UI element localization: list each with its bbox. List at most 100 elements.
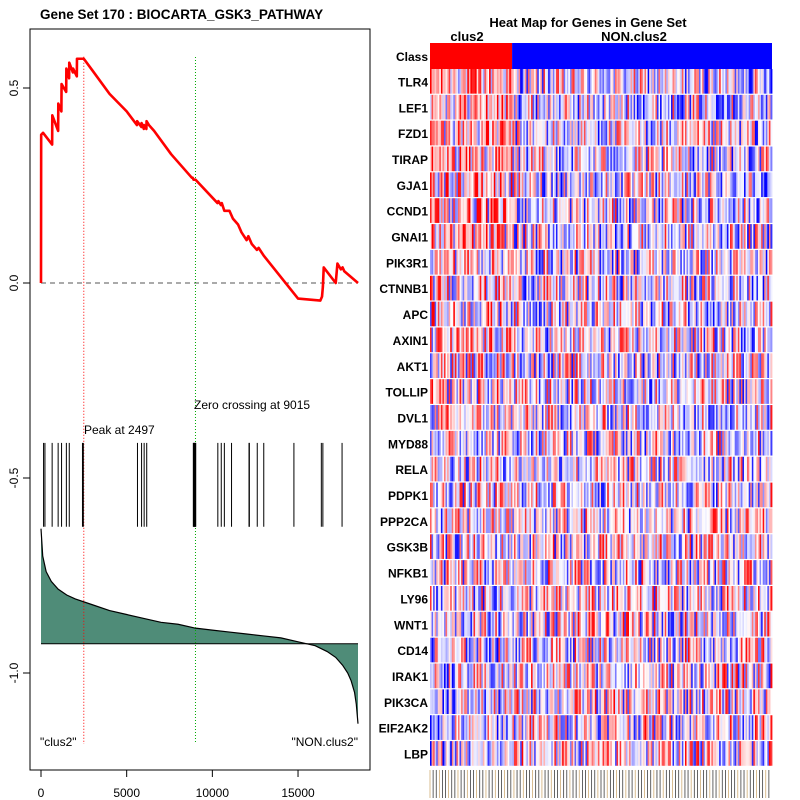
heatmap-cell [527,146,530,172]
heatmap-cell [722,94,725,120]
heatmap-cell [593,120,596,146]
heatmap-cell [745,405,748,430]
heatmap-cell [456,327,459,353]
heatmap-cell [573,405,575,430]
heatmap-cell [681,198,684,223]
heatmap-cell [691,327,694,353]
heatmap-cell [734,120,737,146]
heatmap-cell [562,94,565,120]
heatmap-cell [579,198,582,223]
heatmap-cell [593,482,596,508]
heatmap-cell [430,327,432,353]
heatmap-cell [557,534,560,559]
heatmap-cell [527,353,530,378]
heatmap-cell [495,456,498,482]
heatmap-cell [719,353,722,378]
heatmap-cell [767,379,770,404]
heatmap-cell [619,534,622,559]
heatmap-cell [496,69,499,94]
heatmap-cell [644,586,647,611]
heatmap-cell [761,120,764,146]
heatmap-cell [754,560,757,585]
heatmap-cell [751,327,754,353]
heatmap-cell [750,482,753,508]
heatmap-cell [725,94,728,120]
heatmap-cell [443,637,446,663]
heatmap-cell [744,560,746,585]
heatmap-cell [554,405,557,430]
heatmap-cell [582,379,585,404]
heatmap-cell [457,353,460,378]
heatmap-cell [719,94,722,120]
heatmap-cell [611,172,614,198]
heatmap-cell [604,586,607,611]
heatmap-cell [473,94,476,120]
heatmap-cell [669,560,672,585]
heatmap-cell [602,379,605,404]
heatmap-cell [636,94,639,120]
heatmap-cell [461,560,464,585]
heatmap-cell [532,430,535,456]
heatmap-cell [468,586,471,611]
heatmap-cell [614,405,617,430]
heatmap-cell [529,249,532,275]
heatmap-cell [490,508,493,534]
heatmap-cell [653,586,656,611]
heatmap-cell [672,430,675,456]
heatmap-cell [770,120,773,146]
heatmap-cell [518,327,521,353]
heatmap-cell [635,249,638,275]
heatmap-cell [439,379,442,404]
heatmap-cell [467,198,470,223]
heatmap-cell [720,405,723,430]
heatmap-cell [621,275,624,301]
heatmap-cell [557,249,560,275]
class-row-label: Class [396,50,428,64]
heatmap-cell [730,146,732,172]
heatmap-cell [689,534,692,559]
heatmap-cell [540,69,543,94]
heatmap-cell [694,327,697,353]
heatmap-cell [478,430,481,456]
heatmap-cell [725,224,728,249]
heatmap-cell [496,120,499,146]
heatmap-cell [706,508,709,534]
heatmap-cell [543,430,546,456]
heatmap-cell [518,198,521,223]
heatmap-cell [447,611,450,637]
heatmap-cell [681,301,684,327]
heatmap-cell [437,482,440,508]
heatmap-cell [633,224,636,249]
heatmap-cell [716,560,718,585]
heatmap-cell [706,534,709,559]
heatmap-cell [439,275,442,301]
heatmap-cell [633,327,636,353]
heatmap-cell [636,249,639,275]
heatmap-cell [708,586,711,611]
heatmap-cell [750,224,753,249]
heatmap-cell [720,198,723,223]
heatmap-cell [457,301,460,327]
heatmap-cell [552,94,555,120]
heatmap-cell [750,611,753,637]
heatmap-cell [443,405,446,430]
heatmap-cell [759,224,762,249]
heatmap-cell [706,379,709,404]
heatmap-cell [468,405,471,430]
heatmap-cell [467,353,470,378]
heatmap-cell [454,327,457,353]
heatmap-cell [555,275,558,301]
heatmap-cell [630,249,633,275]
heatmap-cell [644,611,647,637]
heatmap-cell [756,249,759,275]
heatmap-cell [481,456,484,482]
heatmap-cell [745,456,748,482]
heatmap-cell [468,637,471,663]
heatmap-cell [526,534,529,559]
heatmap-cell [686,327,689,353]
heatmap-cell [473,172,476,198]
heatmap-cell [722,327,725,353]
heatmap-cell [464,172,467,198]
heatmap-cell [594,249,597,275]
heatmap-cell [708,120,711,146]
